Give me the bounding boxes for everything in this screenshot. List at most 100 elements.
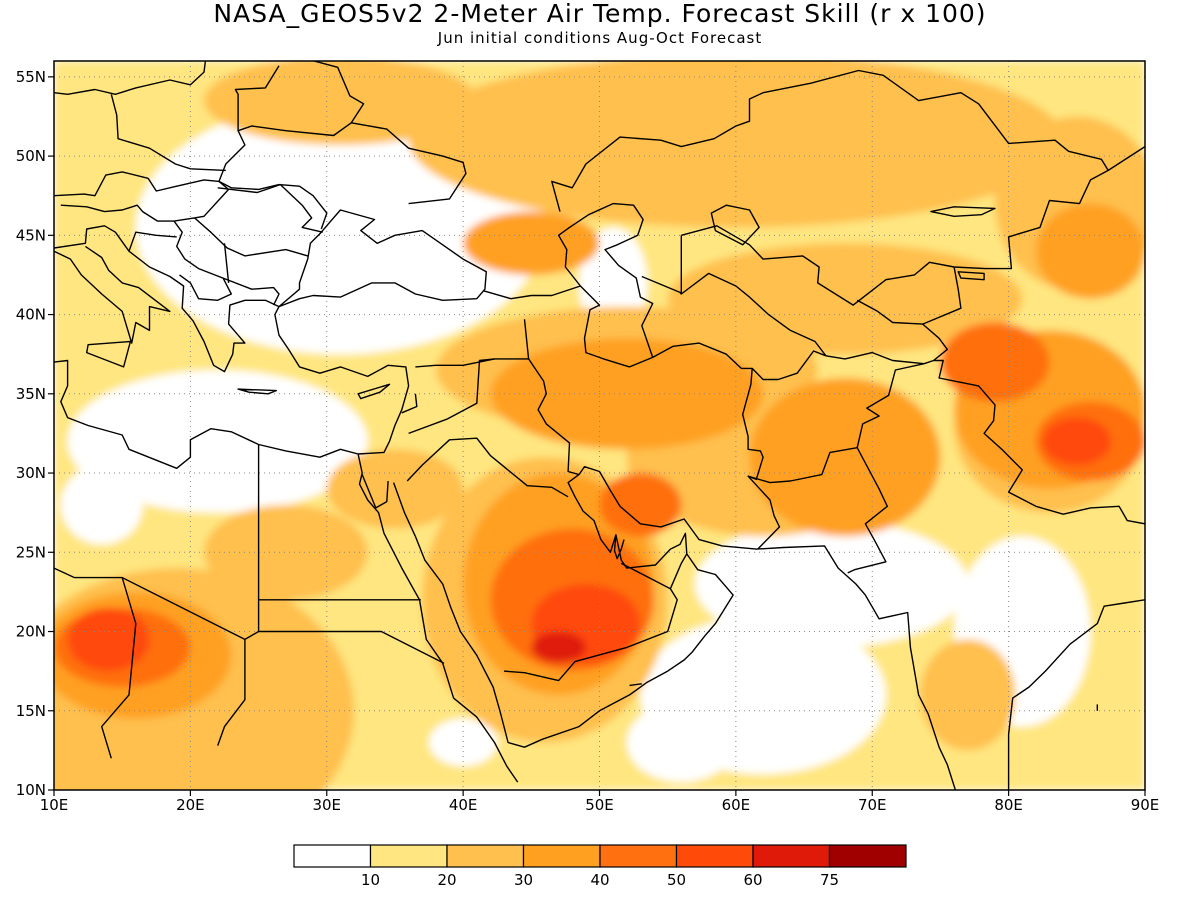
border-austria-north bbox=[54, 171, 149, 197]
skill-area-level-2 bbox=[490, 338, 764, 450]
lat-tick-label: 55N bbox=[16, 68, 46, 86]
lat-tick-label: 15N bbox=[16, 702, 46, 720]
coastline-crete bbox=[237, 388, 277, 395]
colorbar-label: 30 bbox=[514, 871, 533, 889]
border-afghan-north bbox=[825, 351, 925, 365]
lat-tick-label: 35N bbox=[16, 385, 46, 403]
border-niger-chad bbox=[101, 577, 137, 759]
border-afghan-pakistan-himalaya bbox=[747, 359, 1145, 525]
colorbar-label: 75 bbox=[820, 871, 839, 889]
lon-tick-label: 50E bbox=[585, 796, 614, 814]
skill-area-level-1 bbox=[919, 639, 1016, 751]
border-mongolia bbox=[1107, 146, 1145, 171]
coastline-india-east bbox=[1007, 599, 1145, 790]
border-turkmen-afghan bbox=[751, 350, 827, 381]
border-croatia-bosnia bbox=[128, 231, 177, 252]
lat-tick-label: 45N bbox=[16, 226, 46, 244]
skill-area-level-1 bbox=[204, 61, 477, 145]
border-sudan-north bbox=[258, 630, 445, 664]
colorbar-label: 40 bbox=[590, 871, 609, 889]
colorbar-swatch bbox=[446, 844, 525, 868]
coastline-italy bbox=[54, 245, 171, 344]
lat-tick-label: 30N bbox=[16, 464, 46, 482]
lat-tick-label: 20N bbox=[16, 623, 46, 641]
lat-tick-label: 25N bbox=[16, 543, 46, 561]
lon-tick-label: 30E bbox=[312, 796, 341, 814]
lon-tick-label: 90E bbox=[1131, 796, 1160, 814]
colorbar-label: 60 bbox=[743, 871, 762, 889]
colorbar: 10 20 30 40 50 60 75 bbox=[293, 844, 907, 889]
border-iran-east bbox=[652, 342, 781, 550]
border-serbia-bulgaria bbox=[223, 243, 230, 283]
skill-area-level-1 bbox=[326, 449, 464, 529]
no-skill-area bbox=[60, 465, 143, 545]
lon-tick-label: 20E bbox=[176, 796, 205, 814]
colorbar-swatch bbox=[752, 844, 831, 868]
lat-tick-label: 50N bbox=[16, 147, 46, 165]
coastline-issyk-kul bbox=[957, 271, 985, 281]
no-skill-area bbox=[626, 702, 736, 783]
skill-area-level-2 bbox=[749, 377, 941, 537]
lon-tick-label: 60E bbox=[722, 796, 751, 814]
border-saudi-yemen-oman bbox=[503, 553, 688, 682]
border-iraq bbox=[446, 358, 580, 476]
colorbar-swatch bbox=[369, 844, 448, 868]
lat-tick-label: 40N bbox=[16, 306, 46, 324]
map-title: NASA_GEOS5v2 2-Meter Air Temp. Forecast … bbox=[213, 0, 987, 28]
border-turkey-iran bbox=[523, 319, 530, 359]
border-hungary-austria bbox=[60, 177, 230, 222]
colorbar-swatch bbox=[522, 844, 601, 868]
map-subtitle: Jun initial conditions Aug-Oct Forecast bbox=[437, 29, 763, 47]
lat-tick-label: 10N bbox=[16, 781, 46, 799]
border-romania-bulgaria bbox=[194, 217, 308, 257]
colorbar-swatch bbox=[675, 844, 754, 868]
border-poland-south bbox=[110, 94, 226, 172]
border-syria-lebanon bbox=[401, 393, 418, 414]
skill-area-level-3 bbox=[599, 473, 682, 537]
coastline-balkhash bbox=[930, 206, 996, 217]
skill-area-level-4 bbox=[67, 607, 150, 672]
skill-area-level-1 bbox=[204, 504, 368, 600]
skill-shading bbox=[54, 61, 1145, 790]
skill-area-level-4 bbox=[1042, 417, 1111, 466]
coastline-caspian-sea bbox=[557, 202, 654, 368]
coastline-sinai bbox=[361, 474, 389, 509]
border-libya-sudan-chad bbox=[217, 599, 260, 746]
border-saudi-north bbox=[406, 437, 569, 498]
skill-area-level-3 bbox=[940, 322, 1050, 402]
border-kazakhstan bbox=[551, 69, 1109, 306]
colorbar-label: 10 bbox=[361, 871, 380, 889]
axis-ticks: 10E 20E 30E 40E 50E 60E 70E 80E 90E 10N 15N 20N 25N 3… bbox=[16, 68, 1160, 814]
border-yemen-oman bbox=[629, 683, 642, 687]
skill-area-level-1 bbox=[408, 61, 1064, 228]
border-caucasus bbox=[483, 285, 581, 300]
border-belarus-east bbox=[311, 61, 365, 124]
lon-tick-label: 70E bbox=[858, 796, 887, 814]
border-belarus-west bbox=[234, 65, 280, 131]
coastlines-and-borders bbox=[54, 61, 1145, 790]
colorbar-swatch bbox=[293, 844, 372, 868]
coastline-qatar bbox=[613, 534, 625, 560]
border-turkey-syria bbox=[415, 358, 495, 368]
lon-tick-label: 10E bbox=[40, 796, 69, 814]
colorbar-swatch bbox=[599, 844, 678, 868]
coastline-cyprus bbox=[357, 383, 391, 400]
border-kyrgyz-china bbox=[922, 266, 962, 325]
skill-area-level-5 bbox=[531, 631, 586, 664]
coastline-baltic bbox=[54, 61, 207, 95]
border-romania-moldova bbox=[217, 183, 323, 233]
colorbar-label: 50 bbox=[667, 871, 686, 889]
lon-tick-label: 80E bbox=[994, 796, 1023, 814]
skill-area-level-2 bbox=[1035, 203, 1145, 299]
colorbar-swatch bbox=[828, 844, 907, 868]
coastline-aral-sea bbox=[710, 204, 760, 246]
coastline-black-sea bbox=[278, 209, 487, 308]
no-skill-area bbox=[429, 718, 498, 767]
lon-tick-label: 40E bbox=[449, 796, 478, 814]
no-skill-area bbox=[67, 370, 368, 513]
coastline-balkans bbox=[54, 225, 280, 373]
coastline-sicily bbox=[86, 340, 132, 368]
colorbar-label: 20 bbox=[437, 871, 456, 889]
border-jordan-syria bbox=[408, 418, 448, 435]
